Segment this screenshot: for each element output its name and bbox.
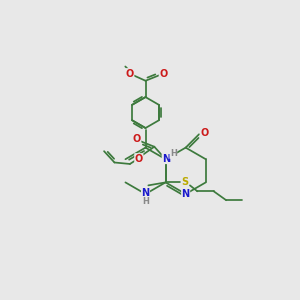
Text: O: O [200, 128, 208, 138]
Text: N: N [141, 188, 150, 198]
Text: O: O [159, 69, 167, 79]
Text: H: H [142, 197, 149, 206]
Text: H: H [170, 149, 177, 158]
Text: O: O [126, 69, 134, 79]
Text: O: O [133, 134, 141, 144]
Text: N: N [162, 154, 170, 164]
Text: N: N [182, 189, 190, 199]
Text: S: S [181, 177, 188, 188]
Text: O: O [135, 154, 143, 164]
